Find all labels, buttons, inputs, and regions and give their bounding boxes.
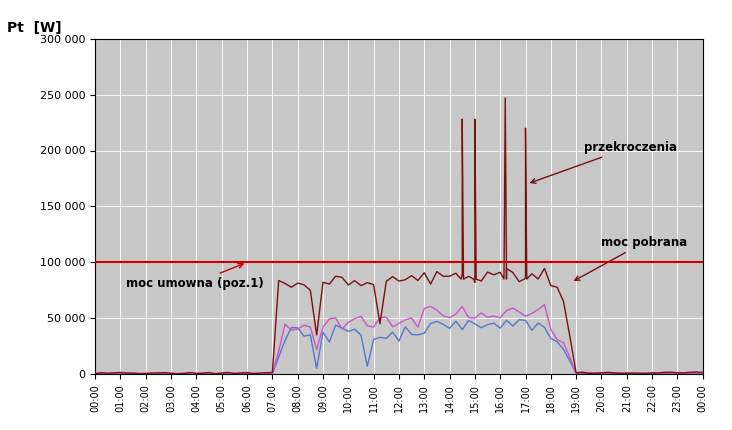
Text: Pt  [W]: Pt [W]	[7, 22, 62, 36]
Text: moc umowna (poz.1): moc umowna (poz.1)	[126, 264, 264, 290]
Text: moc pobrana: moc pobrana	[575, 236, 687, 280]
Text: przekroczenia: przekroczenia	[531, 141, 677, 183]
